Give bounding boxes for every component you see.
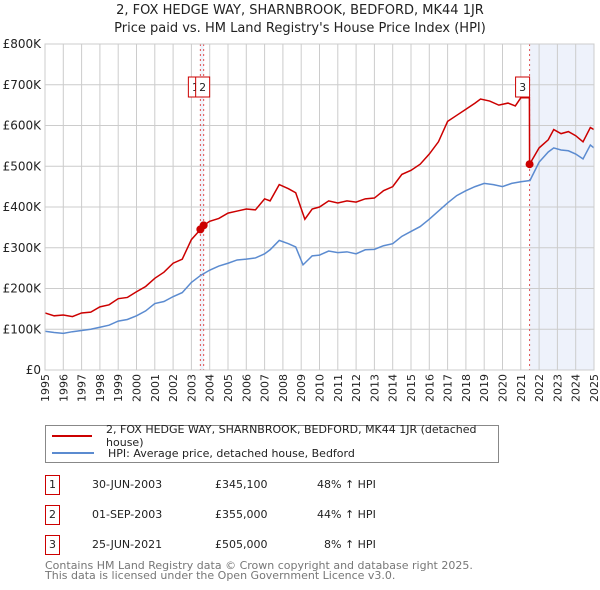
x-tick-label: 2011 bbox=[332, 374, 345, 402]
sale-point bbox=[525, 160, 534, 169]
sale-marker-text: 2 bbox=[199, 81, 206, 94]
sale-hpi: 8% ↑ HPI bbox=[324, 538, 376, 551]
x-tick-label: 2013 bbox=[368, 374, 381, 402]
x-tick-label: 2016 bbox=[423, 374, 436, 402]
y-tick-label: £0 bbox=[26, 363, 41, 377]
y-tick-label: £400K bbox=[3, 200, 43, 214]
x-tick-label: 1997 bbox=[76, 374, 89, 402]
legend-label: HPI: Average price, detached house, Bedf… bbox=[108, 446, 355, 460]
sale-date: 25-JUN-2021 bbox=[92, 538, 163, 551]
x-tick-label: 1998 bbox=[94, 374, 107, 402]
x-tick-label: 2019 bbox=[478, 374, 491, 402]
chart-title: 2, FOX HEDGE WAY, SHARNBROOK, BEDFORD, M… bbox=[116, 3, 484, 18]
sale-hpi: 44% ↑ HPI bbox=[317, 508, 376, 521]
plot-border bbox=[44, 43, 595, 371]
x-tick-label: 2006 bbox=[240, 374, 253, 402]
sale-row: 2 01-SEP-2003 £355,000 44% ↑ HPI bbox=[45, 505, 445, 525]
x-tick-label: 2008 bbox=[277, 374, 290, 402]
sale-marker-label: 1 bbox=[45, 475, 60, 495]
y-tick-label: £500K bbox=[3, 159, 43, 173]
x-tick-label: 2025 bbox=[588, 374, 600, 402]
x-tick-label: 2020 bbox=[497, 374, 510, 402]
x-tick-label: 2009 bbox=[295, 374, 308, 402]
legend-item-property: 2, FOX HEDGE WAY, SHARNBROOK, BEDFORD, M… bbox=[46, 423, 498, 449]
footer-copyright: Contains HM Land Registry data © Crown c… bbox=[45, 559, 473, 572]
x-tick-label: 2012 bbox=[350, 374, 363, 402]
footer: Contains HM Land Registry data © Crown c… bbox=[45, 559, 473, 582]
x-tick-label: 2024 bbox=[570, 374, 583, 402]
price-chart: 1995 1996 1997 1998 1999 2000 2001 2002 2003 2004… bbox=[3, 37, 600, 402]
y-tick-label: £800K bbox=[3, 37, 43, 51]
x-tick-label: 1995 bbox=[39, 374, 52, 402]
x-tick-label: 2014 bbox=[387, 374, 400, 402]
x-tick-label: 2017 bbox=[442, 374, 455, 402]
series-line bbox=[44, 143, 595, 335]
x-tick-label: 2003 bbox=[185, 374, 198, 402]
sale-date: 01-SEP-2003 bbox=[92, 508, 163, 521]
y-tick-label: £600K bbox=[3, 119, 43, 133]
y-tick-label: £700K bbox=[3, 78, 43, 92]
x-tick-label: 1996 bbox=[57, 374, 70, 402]
legend-item-hpi: HPI: Average price, detached house, Bedf… bbox=[46, 445, 355, 461]
chart-subtitle: Price paid vs. HM Land Registry's House … bbox=[114, 21, 486, 36]
sale-hpi: 48% ↑ HPI bbox=[317, 478, 376, 491]
y-tick-label: £100K bbox=[3, 322, 43, 336]
legend-swatch-red bbox=[52, 435, 93, 437]
sale-row: 1 30-JUN-2003 £345,100 48% ↑ HPI bbox=[45, 475, 445, 495]
sale-price: £505,000 bbox=[215, 538, 268, 551]
x-tick-label: 2023 bbox=[551, 374, 564, 402]
sale-marker-box bbox=[515, 76, 531, 98]
sale-point bbox=[199, 221, 208, 230]
x-tick-label: 2018 bbox=[460, 374, 473, 402]
sale-row: 3 25-JUN-2021 £505,000 8% ↑ HPI bbox=[45, 535, 445, 555]
legend-label: 2, FOX HEDGE WAY, SHARNBROOK, BEDFORD, M… bbox=[106, 423, 477, 449]
series-line bbox=[44, 97, 595, 318]
x-tick-label: 2022 bbox=[533, 374, 546, 402]
y-tick-label: £300K bbox=[3, 241, 43, 255]
sale-marker-label: 3 bbox=[45, 535, 60, 555]
legend: 2, FOX HEDGE WAY, SHARNBROOK, BEDFORD, M… bbox=[45, 423, 499, 463]
x-tick-label: 1999 bbox=[112, 374, 125, 402]
x-tick-label: 2021 bbox=[515, 374, 528, 402]
sale-marker-text: 3 bbox=[519, 81, 526, 94]
sale-marker-box bbox=[195, 76, 211, 98]
legend-swatch-blue bbox=[52, 452, 94, 454]
x-tick-label: 2010 bbox=[314, 374, 327, 402]
sale-price: £355,000 bbox=[215, 508, 268, 521]
x-tick-label: 2007 bbox=[259, 374, 272, 402]
x-tick-label: 2002 bbox=[167, 374, 180, 402]
sale-date: 30-JUN-2003 bbox=[92, 478, 163, 491]
x-tick-label: 2004 bbox=[204, 374, 217, 402]
x-tick-label: 2001 bbox=[149, 374, 162, 402]
sale-price: £345,100 bbox=[215, 478, 268, 491]
sale-marker-label: 2 bbox=[45, 505, 60, 525]
x-tick-label: 2000 bbox=[131, 374, 144, 402]
x-tick-label: 2015 bbox=[405, 374, 418, 402]
footer-licence: This data is licensed under the Open Gov… bbox=[45, 569, 396, 582]
y-tick-label: £200K bbox=[3, 282, 43, 296]
x-tick-label: 2005 bbox=[222, 374, 235, 402]
